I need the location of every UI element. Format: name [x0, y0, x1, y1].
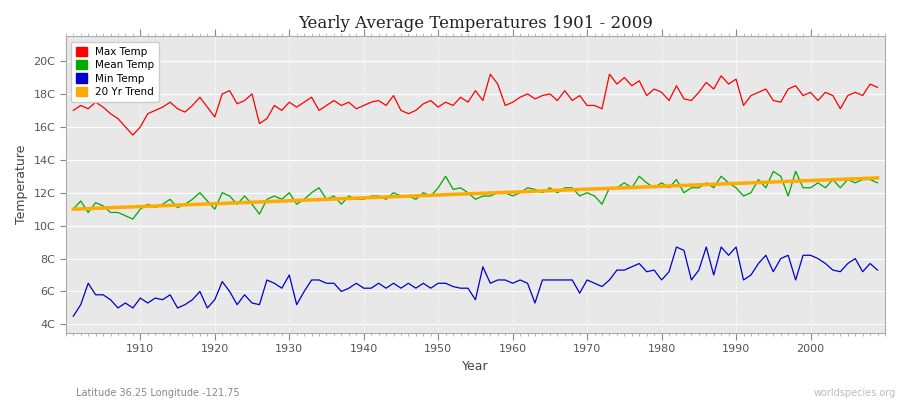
Text: worldspecies.org: worldspecies.org	[814, 388, 896, 398]
Title: Yearly Average Temperatures 1901 - 2009: Yearly Average Temperatures 1901 - 2009	[298, 15, 652, 32]
Text: Latitude 36.25 Longitude -121.75: Latitude 36.25 Longitude -121.75	[76, 388, 240, 398]
Legend: Max Temp, Mean Temp, Min Temp, 20 Yr Trend: Max Temp, Mean Temp, Min Temp, 20 Yr Tre…	[71, 42, 159, 102]
Y-axis label: Temperature: Temperature	[15, 145, 28, 224]
X-axis label: Year: Year	[462, 360, 489, 373]
